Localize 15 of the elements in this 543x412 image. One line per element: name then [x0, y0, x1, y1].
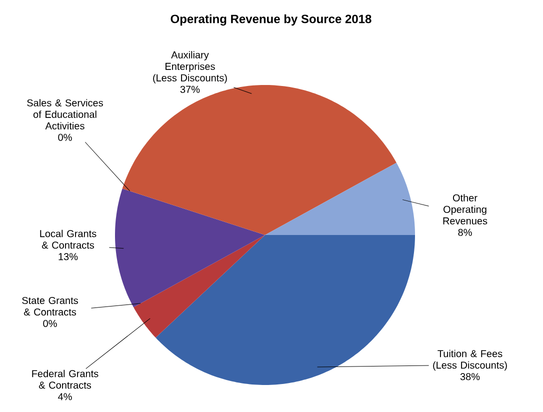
- data-label: 13%: [58, 253, 78, 260]
- slice-label: Other Operating Revenues: [443, 194, 488, 224]
- slice-label: Tuition & Fees (Less Discounts): [433, 350, 507, 371]
- data-label: 38%: [460, 373, 480, 380]
- slice-label: Local Grants & Contracts: [40, 230, 96, 249]
- slice-label: Federal Grants & Contracts: [32, 370, 98, 389]
- data-label: 8%: [458, 228, 472, 236]
- chart-title: Operating Revenue by Source 2018: [170, 14, 372, 26]
- text: 0%: [43, 320, 57, 328]
- legend-label: State Grants & Contracts: [22, 296, 78, 316]
- slice-label: Auxiliary Enterprises (Less Discounts): [153, 51, 227, 84]
- data-label: 4%: [58, 393, 72, 400]
- category-label: Sales & Services of Educational Activities: [27, 99, 103, 130]
- data-label: 37%: [180, 86, 200, 93]
- text: 0%: [58, 134, 72, 141]
